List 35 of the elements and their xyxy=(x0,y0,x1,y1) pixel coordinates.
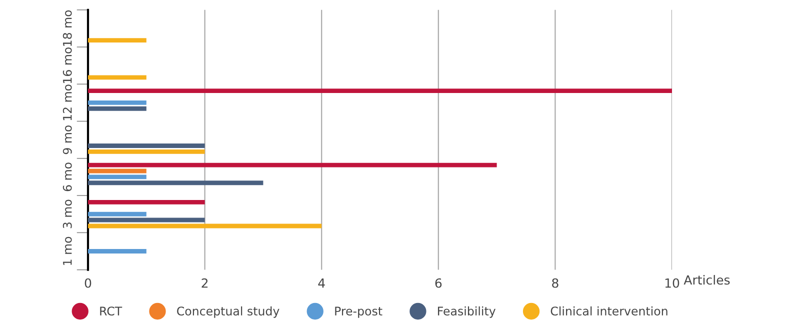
bar xyxy=(88,100,146,105)
legend-label: RCT xyxy=(100,306,122,316)
x-tick-label: 0 xyxy=(84,278,92,288)
bar xyxy=(88,144,205,148)
x-axis-title: Articles xyxy=(684,274,730,285)
bar xyxy=(88,248,146,254)
y-tick-label: 1 mo xyxy=(63,236,72,265)
bar xyxy=(88,38,146,43)
bar xyxy=(88,224,322,228)
bar xyxy=(88,212,146,216)
x-tick-label: 4 xyxy=(318,278,325,288)
y-tick-label: 9 mo xyxy=(62,125,72,154)
legend-label: Clinical intervention xyxy=(550,306,668,316)
bar xyxy=(88,174,146,180)
x-tick-label: 10 xyxy=(665,278,680,288)
bar xyxy=(88,218,205,222)
bar xyxy=(88,162,497,168)
bar xyxy=(88,75,146,80)
bar xyxy=(88,200,205,204)
y-tick-label: 6 mo xyxy=(62,162,72,192)
bar xyxy=(88,149,205,154)
bar xyxy=(88,106,146,111)
y-tick-label: 16 mo xyxy=(62,47,72,84)
x-tick-label: 6 xyxy=(435,278,442,288)
legend-label: Feasibility xyxy=(438,306,496,318)
bar xyxy=(88,168,146,174)
y-tick-label: 18 mo xyxy=(62,10,72,46)
bar xyxy=(88,180,264,186)
y-tick-label: 3 mo xyxy=(62,200,72,228)
x-tick-label: 2 xyxy=(202,278,208,288)
legend-label: Conceptual study xyxy=(177,306,280,318)
x-tick-label: 8 xyxy=(552,278,558,288)
legend-label: Pre-post xyxy=(335,306,382,318)
bar xyxy=(88,88,672,94)
y-tick-label: 12 mo xyxy=(62,84,72,120)
